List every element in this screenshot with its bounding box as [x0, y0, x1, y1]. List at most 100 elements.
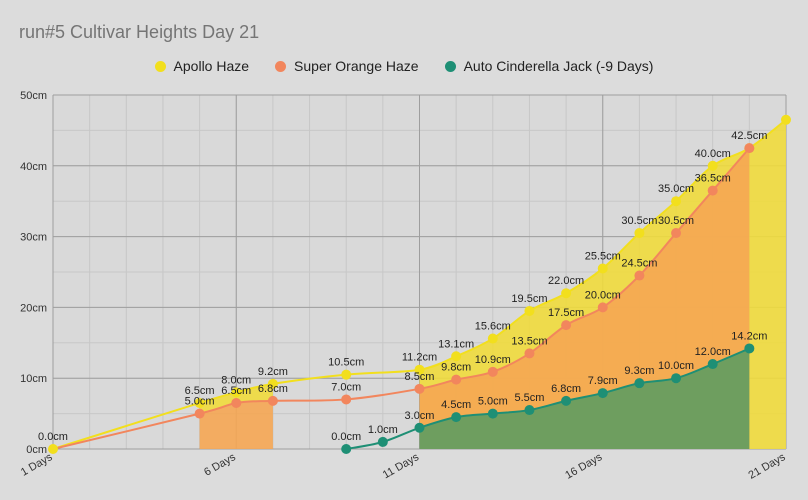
- legend-marker-apollo-haze: [154, 60, 166, 72]
- data-point-apollo-haze: [451, 351, 462, 362]
- data-label: 4.5cm: [441, 399, 471, 411]
- data-label: 20.0cm: [585, 289, 621, 301]
- data-point-super-orange-haze: [597, 302, 608, 313]
- x-tick-label: 6 Days: [202, 451, 238, 479]
- data-point-super-orange-haze: [451, 374, 462, 385]
- data-label: 12.0cm: [695, 346, 731, 358]
- data-point-super-orange-haze: [487, 366, 498, 377]
- data-point-auto-cinderella-jack-9-days: [451, 412, 462, 423]
- legend-label-apollo-haze: Apollo Haze: [173, 58, 250, 74]
- y-tick-label: 40cm: [20, 161, 47, 173]
- area-fill-super-orange-haze: [419, 148, 750, 449]
- data-point-apollo-haze: [414, 364, 425, 375]
- x-tick-label: 21 Days: [747, 451, 788, 482]
- data-point-super-orange-haze: [524, 348, 535, 359]
- data-label: 10.5cm: [328, 357, 364, 369]
- y-tick-label: 0cm: [26, 444, 47, 456]
- data-point-auto-cinderella-jack-9-days: [487, 408, 498, 419]
- data-point-super-orange-haze: [194, 408, 205, 419]
- data-point-apollo-haze: [671, 196, 682, 207]
- data-label: 13.5cm: [511, 335, 547, 347]
- data-label: 13.1cm: [438, 338, 474, 350]
- legend-item-super-orange-haze[interactable]: Super Orange Haze: [275, 56, 419, 76]
- data-label: 22.0cm: [548, 275, 584, 287]
- data-point-super-orange-haze: [744, 143, 755, 154]
- data-label: 25.5cm: [585, 250, 621, 262]
- data-point-apollo-haze: [597, 263, 608, 274]
- data-point-apollo-haze: [634, 228, 645, 239]
- data-point-apollo-haze: [267, 378, 278, 389]
- data-point-apollo-haze: [194, 397, 205, 408]
- data-label: 7.0cm: [331, 381, 361, 393]
- data-label: 10.9cm: [475, 354, 511, 366]
- data-label: 0.0cm: [331, 431, 361, 443]
- data-point-apollo-haze: [231, 387, 242, 398]
- data-point-apollo-haze: [48, 444, 58, 454]
- data-label: 14.2cm: [731, 330, 767, 342]
- data-point-auto-cinderella-jack-9-days: [634, 378, 645, 389]
- data-label: 9.3cm: [624, 365, 654, 377]
- data-label: 6.8cm: [551, 383, 581, 395]
- data-point-auto-cinderella-jack-9-days: [597, 388, 608, 399]
- data-label: 36.5cm: [695, 173, 731, 185]
- data-point-super-orange-haze: [634, 270, 645, 281]
- data-point-super-orange-haze: [231, 397, 242, 408]
- y-tick-label: 10cm: [20, 373, 47, 385]
- data-label: 6.5cm: [221, 385, 251, 397]
- data-point-super-orange-haze: [414, 383, 425, 394]
- data-label: 6.5cm: [185, 385, 215, 397]
- data-label: 6.8cm: [258, 383, 288, 395]
- data-point-apollo-haze: [341, 369, 352, 380]
- y-tick-label: 50cm: [20, 90, 47, 102]
- data-point-auto-cinderella-jack-9-days: [524, 405, 535, 416]
- data-label: 19.5cm: [511, 293, 547, 305]
- data-label: 42.5cm: [731, 130, 767, 142]
- data-point-apollo-haze: [781, 114, 791, 125]
- data-point-auto-cinderella-jack-9-days: [671, 373, 682, 384]
- data-point-apollo-haze: [561, 288, 572, 299]
- legend-marker-auto-cinderella-jack: [444, 60, 456, 72]
- data-point-super-orange-haze: [267, 395, 278, 406]
- legend-label-super-orange-haze: Super Orange Haze: [294, 58, 419, 74]
- data-label: 30.5cm: [658, 215, 694, 227]
- data-point-super-orange-haze: [341, 394, 352, 405]
- data-point-apollo-haze: [707, 160, 718, 171]
- data-label: 5.0cm: [185, 396, 215, 408]
- data-label: 15.6cm: [475, 321, 511, 333]
- data-point-super-orange-haze: [707, 185, 718, 196]
- y-tick-label: 20cm: [20, 302, 47, 314]
- data-label: 17.5cm: [548, 307, 584, 319]
- data-label: 35.0cm: [658, 183, 694, 195]
- x-tick-label: 11 Days: [381, 451, 422, 481]
- data-label: 9.2cm: [258, 366, 288, 378]
- data-label: 7.9cm: [588, 375, 618, 387]
- legend: Apollo Haze Super Orange Haze Auto Cinde…: [0, 56, 808, 76]
- x-tick-label: 16 Days: [563, 451, 604, 482]
- legend-item-apollo-haze[interactable]: Apollo Haze: [154, 56, 250, 76]
- data-point-auto-cinderella-jack-9-days: [341, 444, 352, 454]
- data-label: 5.5cm: [514, 392, 544, 404]
- data-label: 8.0cm: [221, 374, 251, 386]
- data-label: 40.0cm: [695, 148, 731, 160]
- data-point-apollo-haze: [487, 333, 498, 344]
- data-point-apollo-haze: [524, 305, 535, 316]
- data-label: 1.0cm: [368, 424, 398, 436]
- data-point-auto-cinderella-jack-9-days: [561, 395, 572, 406]
- y-tick-label: 30cm: [20, 232, 47, 244]
- legend-label-auto-cinderella-jack: Auto Cinderella Jack (-9 Days): [463, 58, 654, 74]
- data-label: 11.2cm: [402, 352, 437, 364]
- chart-title: run#5 Cultivar Heights Day 21: [19, 22, 260, 42]
- data-point-auto-cinderella-jack-9-days: [744, 343, 755, 354]
- data-point-auto-cinderella-jack-9-days: [707, 359, 718, 370]
- data-point-super-orange-haze: [671, 228, 682, 239]
- data-label: 5.0cm: [478, 396, 508, 408]
- data-label: 3.0cm: [405, 410, 435, 422]
- data-label: 8.5cm: [405, 371, 435, 383]
- area-fill-auto-cinderella-jack-9-days: [419, 348, 750, 449]
- legend-marker-super-orange-haze: [275, 60, 287, 72]
- area-fill-super-orange-haze-early: [199, 400, 273, 449]
- data-label: 30.5cm: [621, 215, 657, 227]
- data-label: 9.8cm: [441, 362, 471, 374]
- legend-item-auto-cinderella-jack[interactable]: Auto Cinderella Jack (-9 Days): [444, 56, 654, 76]
